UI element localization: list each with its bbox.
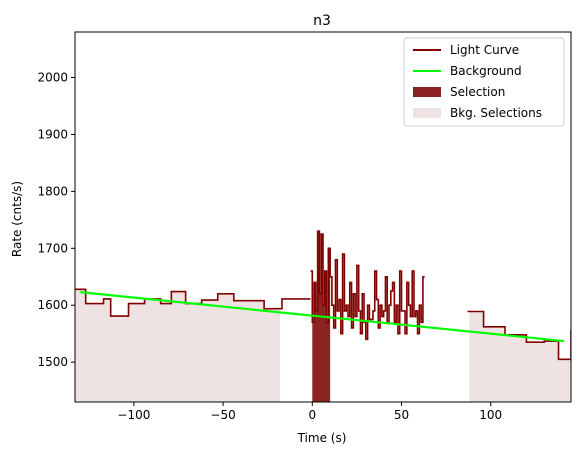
- legend-label: Bkg. Selections: [450, 106, 542, 120]
- legend-box: [403, 37, 565, 127]
- legend: Light Curve Background Selection Bkg. Selec…: [403, 37, 565, 127]
- legend-label: Selection: [450, 85, 505, 99]
- x-axis-label: Time (s): [297, 431, 347, 445]
- light-curve-segment-2: [310, 230, 425, 341]
- x-tick-label: 0: [308, 408, 316, 422]
- x-tick-label: −50: [210, 408, 235, 422]
- x-tick-label: −100: [117, 408, 150, 422]
- legend-label: Background: [450, 64, 522, 78]
- y-tick-label: 1700: [37, 241, 68, 255]
- light-curve-layer: [75, 230, 571, 361]
- chart-title: n3: [313, 13, 331, 29]
- y-axis-label: Rate (cnts/s): [10, 181, 24, 257]
- light-curve-segment-1: [75, 288, 311, 317]
- legend-patch-swatch: [413, 108, 441, 118]
- light-curve-segment-3: [467, 310, 571, 361]
- ticks: −100 −50 0 50 100 1500 1600 1700 1800 1900 2000: [37, 71, 502, 422]
- bkg-selection-span: [75, 289, 281, 402]
- axes-frame: [74, 31, 572, 403]
- y-tick-label: 1500: [37, 355, 68, 369]
- x-tick-label: 50: [394, 408, 409, 422]
- legend-patch-swatch: [413, 87, 441, 97]
- legend-label: Light Curve: [450, 43, 519, 57]
- background-fit-layer: [80, 291, 564, 343]
- y-tick-label: 1600: [37, 298, 68, 312]
- y-tick-label: 1900: [37, 127, 68, 141]
- background-fit-line: [80, 291, 564, 343]
- x-tick-label: 100: [479, 408, 502, 422]
- y-tick-label: 1800: [37, 184, 68, 198]
- axes: [74, 31, 572, 403]
- y-tick-label: 2000: [37, 71, 68, 85]
